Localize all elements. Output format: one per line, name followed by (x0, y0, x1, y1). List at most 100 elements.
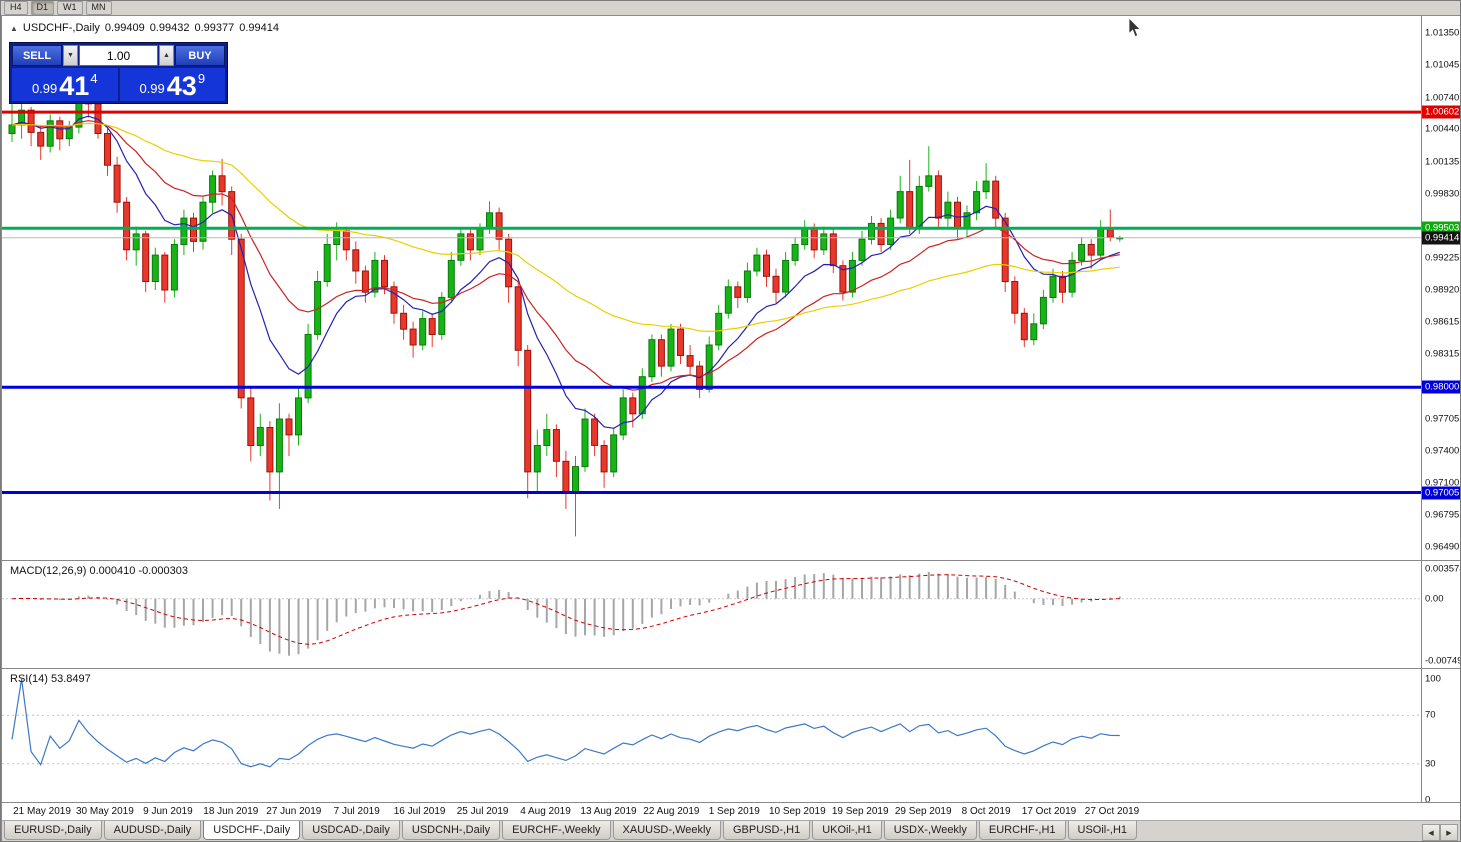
time-axis: 21 May 2019 30 May 2019 9 Jun 2019 18 Jun 2… (2, 802, 1460, 821)
price-tick: 1.01350 (1425, 27, 1460, 39)
date-tick: 25 Jul 2019 (456, 806, 509, 817)
chart-tab-gbpusd-h1[interactable]: GBPUSD-,H1 (722, 821, 811, 840)
timeframe-button-mn[interactable]: MN (85, 1, 112, 15)
chart-header: ▲ USDCHF-,Daily 0.99409 0.99432 0.99377 … (10, 22, 279, 34)
rsi-tick: 70 (1425, 709, 1436, 721)
macd-label: MACD(12,26,9) 0.000410 -0.000303 (10, 565, 188, 577)
chart-tab-eurchf-h1[interactable]: EURCHF-,H1 (978, 821, 1066, 840)
price-tick: 1.01045 (1425, 59, 1460, 71)
price-tick: 1.00135 (1425, 156, 1460, 167)
rsi-tick: 30 (1425, 758, 1436, 770)
tabs-scroll-left-button[interactable]: ◀ (1422, 824, 1440, 841)
date-tick: 1 Sep 2019 (708, 806, 760, 817)
price-chart-area[interactable]: ▲ USDCHF-,Daily 0.99409 0.99432 0.99377 … (2, 16, 1421, 560)
rsi-tick: 0 (1425, 794, 1431, 806)
chart-tab-xauusd-weekly[interactable]: XAUUSD-,Weekly (612, 821, 721, 840)
chart-tabs-list: EURUSD-,Daily AUDUSD-,Daily USDCHF-,Daily U… (4, 821, 1421, 840)
volume-decrease-button[interactable]: ▼ (63, 45, 78, 66)
timeframe-toolbar: H4 D1 W1 MN (1, 1, 1460, 15)
date-tick: 10 Sep 2019 (768, 806, 826, 817)
buy-price-display[interactable]: 0.99 43 9 (119, 68, 225, 101)
chart-symbol-label: USDCHF-,Daily (22, 22, 100, 34)
rsi-panel[interactable]: RSI(14) 53.8497 (2, 668, 1421, 803)
sell-button[interactable]: SELL (12, 45, 62, 66)
price-marker: 0.98000 (1422, 380, 1460, 394)
volume-input[interactable] (79, 45, 158, 66)
price-tick: 0.97100 (1425, 477, 1460, 488)
chart-tab-usdcnh-daily[interactable]: USDCNH-,Daily (401, 821, 501, 840)
rsi-axis: 100 70 30 0 (1421, 668, 1460, 806)
buy-price-main: 43 (166, 71, 197, 101)
date-tick: 19 Sep 2019 (831, 806, 889, 817)
chart-symbol-icon: ▲ (10, 23, 18, 33)
sell-price-prefix: 0.99 (31, 81, 58, 96)
price-tick: 0.98315 (1425, 348, 1460, 360)
macd-tick: 0.003574 (1425, 563, 1461, 575)
date-tick: 27 Oct 2019 (1084, 806, 1140, 817)
buy-price-pip: 9 (197, 71, 206, 86)
caret-up-icon: ▲ (163, 52, 170, 59)
date-tick: 17 Oct 2019 (1021, 806, 1077, 817)
ohlc-high: 0.99432 (149, 22, 190, 34)
date-tick: 21 May 2019 (13, 806, 71, 817)
date-tick: 30 May 2019 (75, 806, 134, 817)
price-marker: 0.97005 (1422, 486, 1460, 499)
mouse-cursor (1128, 18, 1142, 38)
price-tick: 0.98920 (1425, 284, 1460, 296)
tabs-scroll-right-button[interactable]: ▶ (1440, 824, 1458, 841)
date-tick: 29 Sep 2019 (894, 806, 952, 817)
timeframe-button-d1[interactable]: D1 (30, 1, 55, 15)
timeframe-button-w1[interactable]: W1 (57, 1, 83, 15)
price-tick: 0.96490 (1425, 541, 1460, 553)
date-tick: 18 Jun 2019 (203, 806, 259, 817)
price-axis: 1.01350 1.01045 1.00740 1.00440 1.00135 0.998… (1421, 16, 1460, 560)
date-tick: 8 Oct 2019 (961, 806, 1011, 817)
sell-price-main: 41 (59, 71, 90, 101)
rsi-label: RSI(14) 53.8497 (10, 673, 91, 685)
date-tick: 27 Jun 2019 (266, 806, 322, 817)
price-tick: 0.98615 (1425, 316, 1460, 328)
macd-tick: -0.00749 (1425, 655, 1461, 667)
date-tick: 16 Jul 2019 (393, 806, 446, 817)
date-tick: 4 Aug 2019 (520, 806, 571, 817)
chart-window: ▲ USDCHF-,Daily 0.99409 0.99432 0.99377 … (1, 15, 1460, 841)
macd-tick: 0.00 (1425, 593, 1444, 605)
price-tick: 0.97400 (1425, 445, 1460, 457)
date-tick: 13 Aug 2019 (580, 806, 637, 817)
buy-price-prefix: 0.99 (139, 81, 165, 96)
timeframe-button-h4[interactable]: H4 (4, 1, 28, 15)
chart-tab-audusd-daily[interactable]: AUDUSD-,Daily (103, 821, 202, 840)
macd-chart (2, 571, 1421, 656)
one-click-trading-panel: SELL ▼ ▲ BUY 0.99 41 4 (9, 42, 228, 104)
price-tick: 1.00740 (1425, 92, 1460, 103)
chart-tab-usdx-weekly[interactable]: USDX-,Weekly (883, 821, 977, 840)
volume-increase-button[interactable]: ▲ (159, 45, 174, 66)
price-tick: 1.00440 (1425, 123, 1460, 135)
rsi-tick: 100 (1425, 673, 1441, 685)
date-tick: 22 Aug 2019 (643, 806, 700, 817)
buy-button[interactable]: BUY (175, 45, 225, 66)
chart-tab-eurusd-daily[interactable]: EURUSD-,Daily (4, 821, 102, 840)
chart-tab-usdchf-daily[interactable]: USDCHF-,Daily (203, 821, 301, 840)
price-tick: 0.97705 (1425, 413, 1460, 424)
price-tick: 0.99225 (1425, 252, 1460, 264)
macd-panel[interactable]: MACD(12,26,9) 0.000410 -0.000303 (2, 560, 1421, 669)
chart-tab-usdcad-daily[interactable]: USDCAD-,Daily (302, 821, 400, 840)
price-tick: 0.96795 (1425, 509, 1460, 521)
date-tick: 9 Jun 2019 (143, 806, 193, 817)
rsi-chart (2, 678, 1421, 768)
price-marker: 1.00602 (1422, 105, 1460, 119)
arrow-left-icon: ◀ (1428, 829, 1434, 837)
ohlc-low: 0.99377 (194, 22, 235, 34)
sell-price-display[interactable]: 0.99 41 4 (12, 68, 118, 101)
chart-tab-ukoil-h1[interactable]: UKOil-,H1 (812, 821, 882, 840)
caret-down-icon: ▼ (67, 52, 74, 59)
chart-tab-usoil-h1[interactable]: USOil-,H1 (1067, 821, 1138, 840)
price-marker: 0.99414 (1422, 231, 1460, 245)
sell-price-pip: 4 (90, 71, 98, 86)
arrow-right-icon: ▶ (1446, 829, 1452, 837)
chart-tab-eurchf-weekly[interactable]: EURCHF-,Weekly (502, 821, 611, 840)
ohlc-open: 0.99409 (104, 22, 145, 34)
candlestick-chart (2, 67, 1421, 537)
